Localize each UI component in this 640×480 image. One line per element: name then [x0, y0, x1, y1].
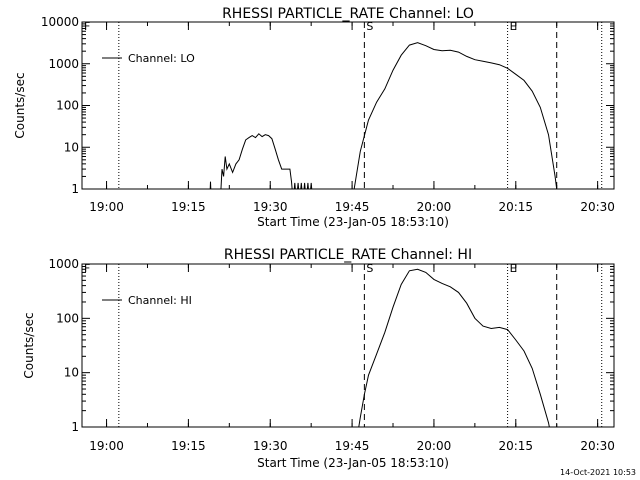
plot-frame [81, 263, 615, 428]
hi-channel-panel: RHESSI PARTICLE_RATE Channel: HI 1 10 100 10… [22, 247, 615, 470]
plot-frame [81, 21, 615, 190]
marker-label-s: S [366, 262, 373, 275]
x-tick-label: 19:45 [335, 439, 370, 453]
x-tick-label: 20:30 [580, 439, 615, 453]
series-line [358, 268, 550, 427]
marker-label-e: E [510, 262, 517, 275]
x-tick-label: 19:30 [253, 200, 288, 214]
chart-title: RHESSI PARTICLE_RATE Channel: LO [222, 6, 474, 22]
y-tick-label: 100 [56, 311, 79, 325]
x-tick-label: 20:30 [580, 200, 615, 214]
marker-label-f: F [84, 262, 90, 275]
x-tick-label: 19:30 [253, 439, 288, 453]
y-tick-label: 1000 [48, 257, 79, 271]
legend-label: Channel: HI [128, 294, 192, 307]
y-axis-label: Counts/sec [13, 72, 27, 138]
lo-channel-panel: RHESSI PARTICLE_RATE Channel: LO 1 10 100 10… [13, 6, 615, 229]
footer-timestamp: 14-Oct-2021 10:53 [560, 468, 636, 477]
x-tick-label: 20:15 [498, 200, 533, 214]
y-tick-label: 1000 [48, 57, 79, 71]
x-tick-label: 20:00 [417, 439, 452, 453]
series-line [209, 42, 558, 189]
x-tick-label: 19:15 [171, 439, 206, 453]
x-tick-label: 19:45 [335, 200, 370, 214]
x-axis-label: Start Time (23-Jan-05 18:53:10) [257, 456, 449, 470]
x-tick-label: 19:00 [89, 200, 124, 214]
chart-title: RHESSI PARTICLE_RATE Channel: HI [224, 247, 472, 263]
y-tick-label: 10 [64, 366, 79, 380]
x-tick-label: 19:00 [89, 439, 124, 453]
y-tick-label: 1 [71, 420, 79, 434]
x-tick-label: 19:15 [171, 200, 206, 214]
y-tick-label: 100 [56, 99, 79, 113]
y-tick-label: 10000 [41, 15, 79, 29]
x-axis-label: Start Time (23-Jan-05 18:53:10) [257, 215, 449, 229]
x-tick-label: 20:00 [417, 200, 452, 214]
y-tick-label: 10 [64, 140, 79, 154]
marker-label-e: E [510, 20, 517, 33]
x-tick-label: 20:15 [498, 439, 533, 453]
marker-label-s: S [366, 20, 373, 33]
y-tick-label: 1 [71, 182, 79, 196]
y-axis-label: Counts/sec [22, 312, 36, 378]
marker-label-f: F [84, 20, 90, 33]
legend-label: Channel: LO [128, 52, 195, 65]
